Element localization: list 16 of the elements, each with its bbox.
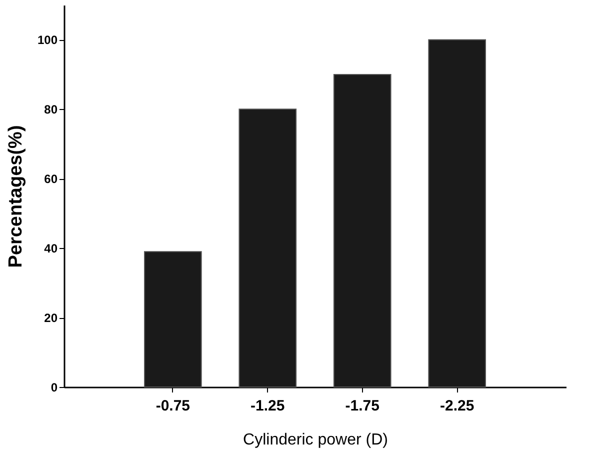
y-tick-label: 80 (44, 102, 58, 117)
bar (144, 251, 202, 388)
x-tick-label: -1.25 (250, 398, 285, 414)
y-tick-label: 60 (44, 172, 58, 186)
bar (428, 39, 486, 388)
bar (333, 74, 392, 388)
y-tick-label: 0 (50, 380, 58, 394)
y-tick-label: 100 (37, 33, 58, 48)
x-axis-title: Cylinderic power (D) (243, 432, 388, 448)
x-tick-label: -2.25 (440, 398, 474, 414)
bar (238, 108, 297, 388)
x-tick-label: -0.75 (156, 398, 190, 414)
y-tick-label: 40 (44, 242, 58, 256)
x-tick-label: -1.75 (345, 398, 380, 414)
y-tick-label: 20 (44, 311, 58, 326)
y-axis-title: Percentages(%) (5, 125, 26, 268)
